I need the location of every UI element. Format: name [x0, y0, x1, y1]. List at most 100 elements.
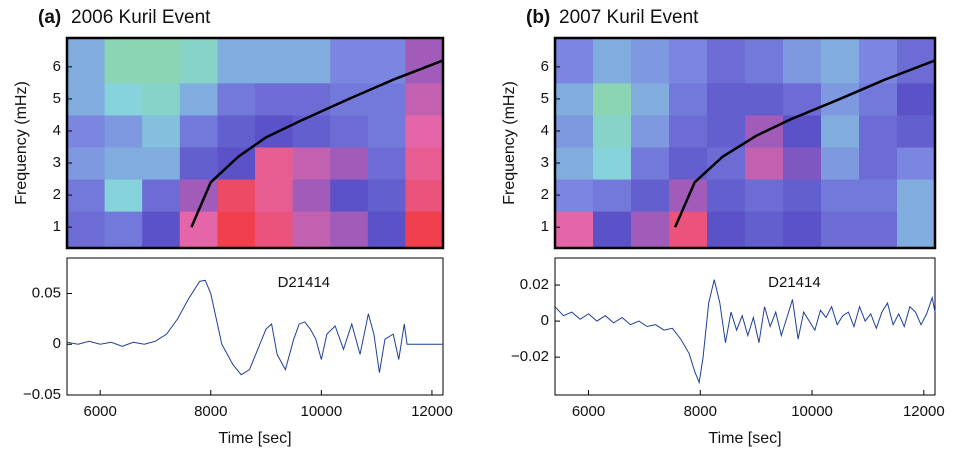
heat-cell — [821, 114, 860, 148]
heat-cell — [67, 114, 106, 148]
heat-cell — [555, 82, 594, 116]
waveform — [66, 279, 443, 376]
heat-cell — [745, 211, 784, 249]
heat-cell — [179, 211, 218, 249]
heat-cell — [405, 114, 444, 148]
y-tick-label: 3 — [53, 154, 61, 171]
heat-cell — [593, 211, 632, 249]
heat-cell — [367, 147, 406, 180]
y-tick-label: 6 — [541, 58, 549, 75]
heat-cell — [783, 179, 822, 212]
heat-cell — [217, 211, 256, 249]
heat-cell — [330, 38, 369, 84]
x-tick-label: 12000 — [411, 403, 453, 420]
heat-cell — [555, 147, 594, 180]
x-tick-label: 8000 — [194, 403, 227, 420]
heat-cell — [897, 147, 936, 180]
heat-cell — [631, 211, 670, 249]
plot-frame — [65, 36, 445, 250]
heat-cell — [367, 179, 406, 212]
heat-cell — [217, 82, 256, 116]
heat-cell — [367, 211, 406, 249]
y-tick-label: 0.05 — [32, 284, 61, 301]
x-tick-label: 10000 — [300, 403, 342, 420]
heat-cell — [104, 82, 143, 116]
heat-cell — [593, 114, 632, 148]
heat-cell — [67, 179, 106, 212]
heat-cell — [330, 211, 369, 249]
heat-cell — [255, 179, 294, 212]
heat-cell — [142, 179, 181, 212]
heat-cell — [897, 38, 936, 84]
heat-cell — [67, 211, 106, 249]
heat-cell — [330, 179, 369, 212]
y-tick-label: 0 — [541, 312, 549, 329]
heat-cell — [217, 38, 256, 84]
heat-cell — [405, 38, 444, 84]
heat-cell — [707, 147, 746, 180]
plot-frame — [66, 257, 444, 396]
chart-title: 2006 Kuril Event — [71, 7, 211, 28]
heat-cell — [669, 114, 708, 148]
heat-cell — [859, 147, 898, 180]
x-tick-label: 10000 — [791, 403, 833, 420]
heat-cell — [179, 147, 218, 180]
y-tick-label: 1 — [541, 218, 549, 235]
heat-cell — [859, 38, 898, 84]
heat-cell — [367, 114, 406, 148]
heat-cell — [821, 147, 860, 180]
annotation: D21414 — [768, 274, 821, 291]
heat-cell — [179, 179, 218, 212]
heat-cell — [217, 147, 256, 180]
heat-cell — [821, 211, 860, 249]
heat-cell — [631, 147, 670, 180]
heat-cell — [745, 179, 784, 212]
heat-cell — [255, 147, 294, 180]
y-tick-label: 5 — [541, 90, 549, 107]
heat-cell — [67, 38, 106, 84]
heat-cell — [292, 179, 331, 212]
y-tick-label: 6 — [53, 58, 61, 75]
heat-cell — [745, 38, 784, 84]
heat-cell — [631, 179, 670, 212]
y-axis-label: Frequency (mHz) — [13, 81, 30, 205]
heat-cell — [405, 147, 444, 180]
heat-cell — [179, 38, 218, 84]
heat-cell — [631, 38, 670, 84]
y-tick-label: 0 — [53, 335, 61, 352]
heat-cell — [292, 147, 331, 180]
heat-cell — [707, 38, 746, 84]
heat-cell — [292, 38, 331, 84]
y-tick-label: 2 — [541, 186, 549, 203]
heat-cell — [859, 211, 898, 249]
heat-cell — [897, 82, 936, 116]
heat-cell — [783, 82, 822, 116]
x-tick-label: 6000 — [572, 403, 605, 420]
heat-cell — [783, 38, 822, 84]
y-tick-label: 0.02 — [520, 276, 549, 293]
heat-cell — [783, 211, 822, 249]
x-tick-label: 8000 — [684, 403, 717, 420]
heat-cell — [142, 38, 181, 84]
x-axis-label: Time [sec] — [218, 430, 291, 447]
heat-cell — [669, 211, 708, 249]
heat-cell — [859, 114, 898, 148]
heat-cell — [67, 147, 106, 180]
annotation: D21414 — [278, 274, 331, 291]
heat-cell — [405, 211, 444, 249]
heat-cell — [292, 211, 331, 249]
heat-cell — [142, 114, 181, 148]
y-axis-label: Frequency (mHz) — [501, 81, 518, 205]
heat-cell — [707, 211, 746, 249]
y-tick-label: −0.05 — [23, 386, 61, 403]
heat-cell — [330, 147, 369, 180]
heat-cell — [669, 38, 708, 84]
heat-cell — [631, 82, 670, 116]
waveform — [554, 279, 936, 385]
heat-cell — [897, 114, 936, 148]
heat-cell — [104, 114, 143, 148]
heat-cell — [593, 179, 632, 212]
heat-cell — [859, 179, 898, 212]
heat-cell — [593, 38, 632, 84]
heat-cell — [255, 211, 294, 249]
